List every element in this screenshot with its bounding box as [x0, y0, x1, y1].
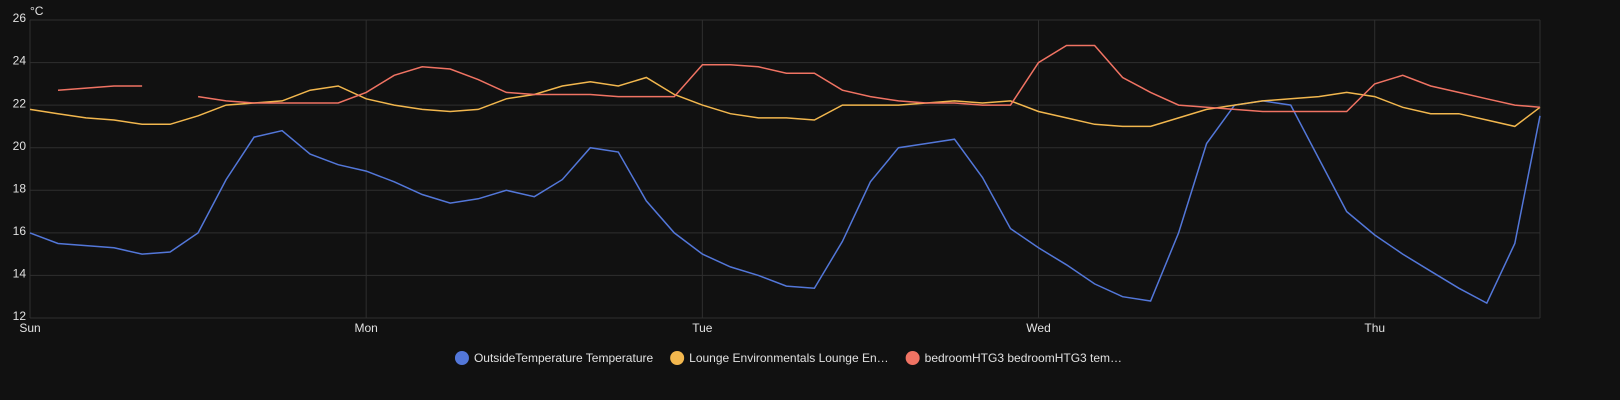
legend-swatch	[454, 351, 469, 365]
y-tick-label: 20	[13, 139, 27, 153]
y-axis-unit: °C	[30, 4, 44, 18]
legend: OutsideTemperature Temperature Lounge Env…	[454, 351, 1122, 365]
legend-item[interactable]: Lounge Environmentals Lounge En…	[670, 351, 889, 365]
y-tick-label: 26	[13, 11, 27, 25]
y-tick-label: 12	[13, 309, 27, 323]
series-line	[57, 44, 1541, 113]
y-tick-label: 16	[13, 224, 27, 238]
x-tick-label: Sun	[19, 321, 40, 335]
legend-swatch	[670, 351, 685, 365]
series-line	[29, 100, 1541, 305]
legend-label: Lounge Environmentals Lounge En…	[689, 351, 888, 365]
legend-label: bedroomHTG3 bedroomHTG3 tem…	[925, 351, 1122, 365]
legend-swatch	[905, 351, 920, 365]
y-tick-label: 14	[13, 267, 27, 281]
x-tick-label: Mon	[355, 321, 378, 335]
x-tick-label: Wed	[1026, 321, 1050, 335]
x-tick-label: Tue	[692, 321, 713, 335]
y-tick-label: 18	[13, 181, 27, 195]
legend-item[interactable]: bedroomHTG3 bedroomHTG3 tem…	[905, 351, 1122, 365]
series-line	[29, 76, 1541, 128]
y-tick-label: 24	[13, 54, 27, 68]
legend-item[interactable]: OutsideTemperature Temperature	[454, 351, 654, 365]
legend-label: OutsideTemperature Temperature	[474, 351, 654, 365]
y-tick-label: 22	[13, 96, 27, 110]
x-tick-label: Thu	[1364, 321, 1385, 335]
